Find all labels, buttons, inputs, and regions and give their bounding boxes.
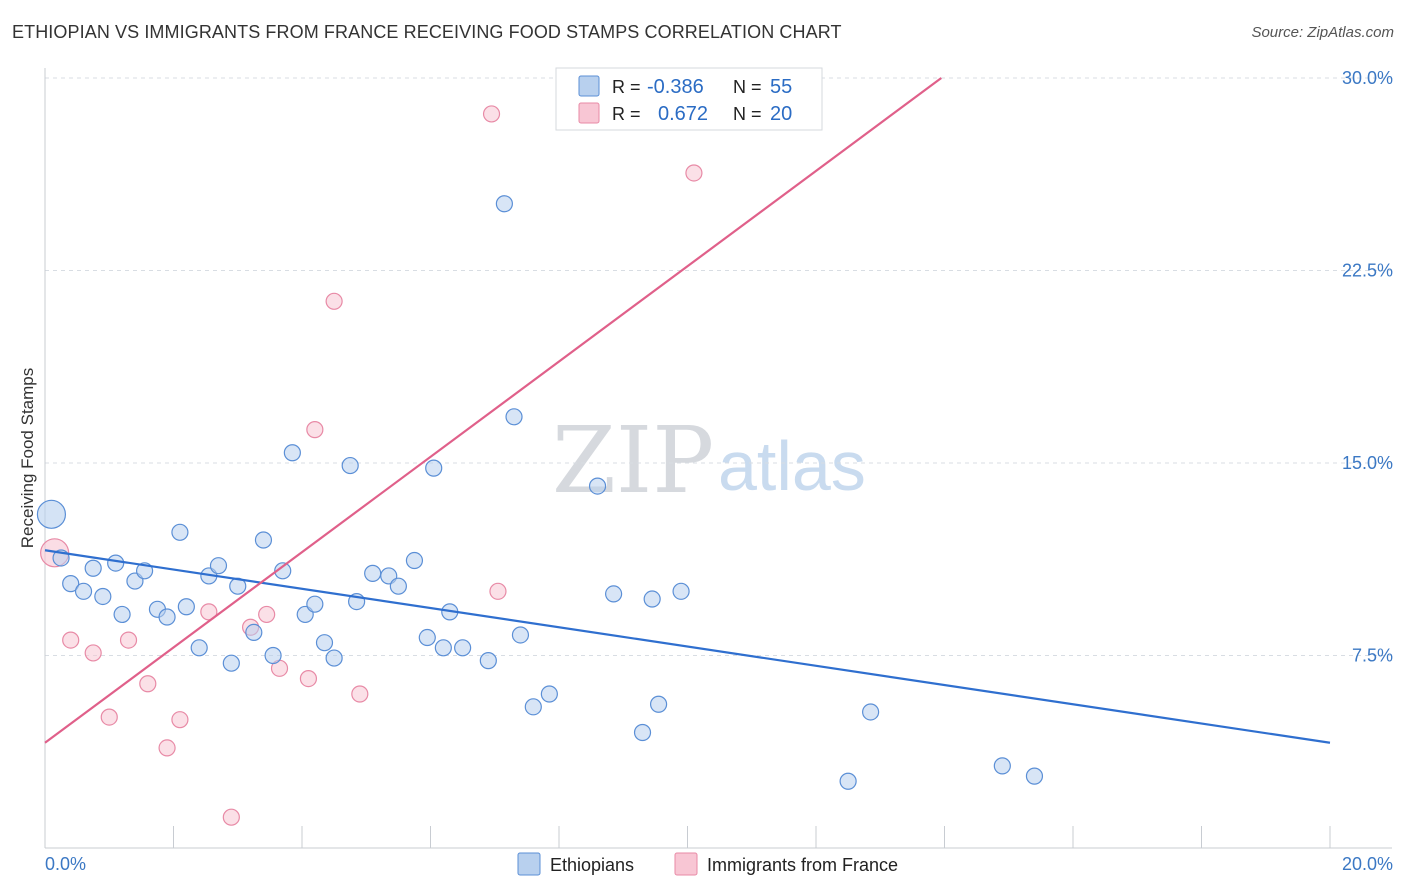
ethiopians-point-53 [993,757,1011,775]
stats-n-label-2: N = [733,104,762,124]
stats-n-value-2: 20 [770,103,792,125]
stats-r-label-1: R = [612,77,641,97]
series-legend: Ethiopians Immigrants from France [517,852,898,876]
ethiopians-point-0 [36,499,67,529]
ethiopians-point-33 [405,551,424,570]
gridlines [45,77,1392,656]
france-point-9 [222,808,240,826]
legend-swatch-france [674,852,698,876]
ethiopians-point-42 [511,626,530,644]
ethiopians-point-23 [283,444,301,462]
stats-swatch-blue [578,75,600,97]
ethiopians-point-6 [107,554,125,572]
ethiopians-point-22 [274,562,292,580]
y-axis-label: Receiving Food Stamps [18,368,37,548]
ethiopians-point-3 [74,582,93,600]
ethiopians-point-2 [62,575,80,593]
ethiopians-point-52 [862,703,880,721]
ethiopians-point-27 [325,649,343,667]
ethiopians-point-37 [434,639,452,657]
ethiopians-point-5 [94,587,112,606]
ethiopians-point-41 [505,408,523,426]
trend-line-ethiopians [44,549,1331,744]
france-point-18 [489,582,507,600]
chart-title: ETHIOPIAN VS IMMIGRANTS FROM FRANCE RECE… [12,22,842,42]
stats-legend-box [555,67,823,131]
trend-line-france [44,77,942,744]
france-point-11 [258,605,276,624]
x-tick-label-1: 20.0% [1342,854,1393,874]
ethiopians-point-49 [649,695,668,713]
source-credit: Source: ZipAtlas.com [1251,24,1394,41]
ethiopians-point-34 [418,628,436,647]
axes [44,68,1392,849]
watermark-zip: ZIP [552,407,714,514]
france-point-15 [325,292,343,310]
ethiopians-point-35 [425,459,443,477]
ethiopians-point-30 [364,564,382,582]
france-point-13 [299,669,318,688]
ethiopians-point-26 [315,634,334,652]
ethiopians-point-21 [264,646,282,665]
ethiopians-point-4 [84,559,102,577]
ethiopians-point-19 [245,623,263,642]
y-tick-label-1: 15.0% [1342,453,1393,473]
stats-r-value-1: -0.386 [647,76,704,98]
ethiopians-point-16 [209,557,228,575]
ethiopians-point-14 [190,639,208,657]
ethiopians-point-28 [341,456,359,475]
ethiopians-point-50 [672,582,690,600]
ethiopians-point-25 [306,595,324,613]
watermark-atlas: atlas [718,427,866,505]
ethiopians-point-47 [633,723,652,742]
x-tick-label-0: 0.0% [45,854,86,874]
trend-lines [44,77,1331,744]
ethiopians-point-13 [177,598,195,616]
ethiopians-point-45 [588,477,607,495]
france-point-19 [685,164,703,182]
stats-swatch-pink [578,102,600,124]
ethiopians-point-54 [1025,767,1044,785]
ethiopians-point-7 [113,605,131,624]
ethiopians-point-32 [389,577,407,595]
tick-labels: 7.5% 15.0% 22.5% 30.0% 0.0% 20.0% [45,68,1393,874]
france-point-14 [306,421,324,439]
y-tick-label-3: 30.0% [1342,68,1393,88]
y-tick-label-2: 22.5% [1342,261,1393,281]
ethiopians-point-17 [222,654,240,672]
series-ethiopians-points [36,195,1044,790]
stats-r-value-2: 0.672 [658,103,708,125]
ethiopians-point-12 [171,523,189,541]
france-point-16 [351,685,369,703]
ethiopians-point-40 [495,195,513,213]
ethiopians-point-38 [454,639,472,657]
ethiopians-point-11 [158,608,176,626]
y-tick-label-0: 7.5% [1352,646,1393,666]
ethiopians-point-51 [839,772,857,790]
legend-swatch-ethiopians [517,852,541,876]
france-point-17 [482,105,501,123]
stats-n-value-1: 55 [770,76,792,98]
france-point-1 [62,631,80,649]
france-point-5 [139,675,157,693]
stats-n-label-1: N = [733,77,762,97]
ethiopians-point-46 [605,585,623,603]
ethiopians-point-20 [254,531,273,549]
france-point-4 [119,631,138,649]
stats-legend: R = -0.386 N = 55 R = 0.672 N = 20 [555,67,823,131]
legend-label-ethiopians: Ethiopians [550,855,634,875]
france-point-3 [100,708,118,726]
ethiopians-point-39 [479,652,497,670]
ethiopians-point-44 [540,685,558,703]
france-point-2 [84,644,102,662]
france-point-7 [171,711,189,729]
france-point-8 [200,603,218,621]
ethiopians-point-43 [524,698,542,716]
stats-r-label-2: R = [612,104,641,124]
france-point-6 [158,739,176,757]
ethiopians-point-48 [643,590,661,608]
legend-label-france: Immigrants from France [707,855,898,875]
